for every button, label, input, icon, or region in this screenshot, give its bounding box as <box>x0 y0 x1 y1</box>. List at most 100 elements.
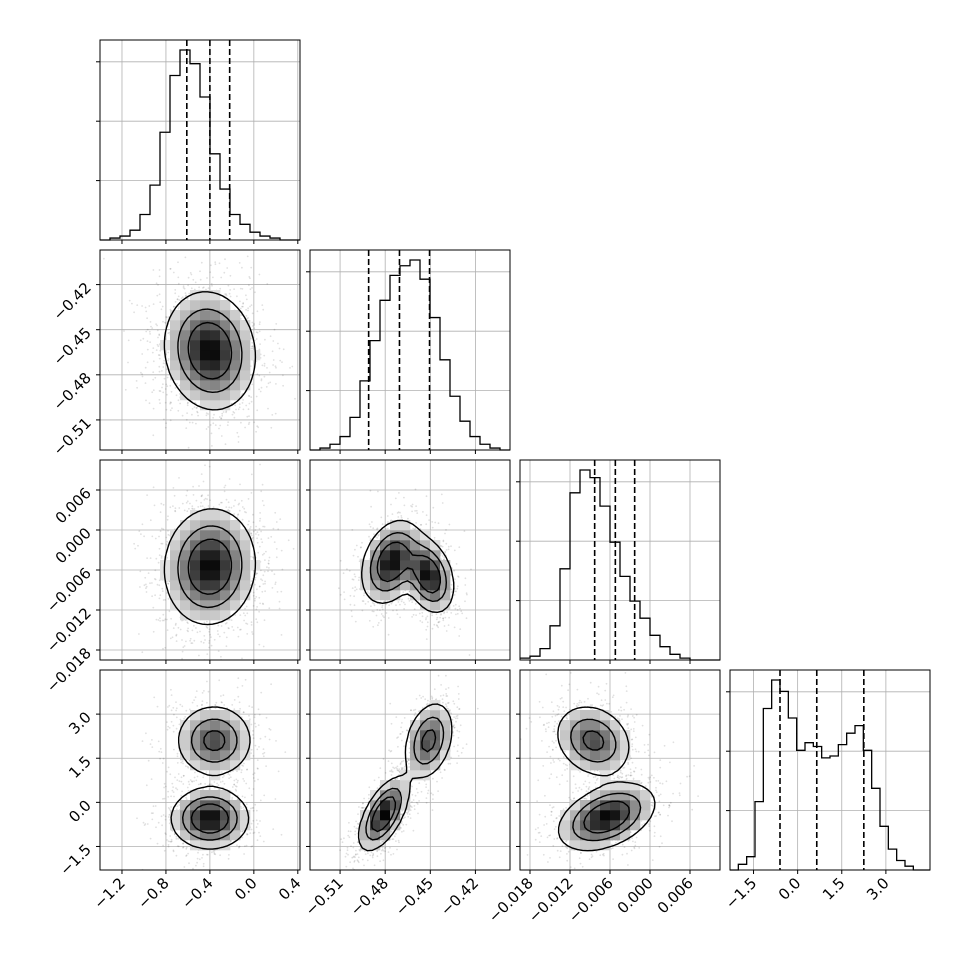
density-cell <box>200 720 211 731</box>
scatter-point <box>167 530 169 532</box>
scatter-point <box>221 412 224 415</box>
scatter-point <box>174 289 177 291</box>
scatter-point <box>252 513 254 516</box>
scatter-point <box>206 498 209 500</box>
scatter-point <box>200 704 203 707</box>
scatter-point <box>160 308 163 311</box>
scatter-point <box>214 853 217 856</box>
scatter-point <box>236 770 238 773</box>
scatter-point <box>164 388 167 390</box>
scatter-point <box>164 646 167 649</box>
scatter-point <box>220 417 223 419</box>
scatter-point <box>165 422 168 425</box>
scatter-point <box>280 833 283 836</box>
scatter-point <box>172 730 175 733</box>
scatter-point <box>199 783 202 785</box>
scatter-point <box>223 704 226 706</box>
scatter-point <box>151 746 154 748</box>
scatter-point <box>265 386 268 388</box>
scatter-point <box>186 404 189 407</box>
density-cell <box>220 350 231 361</box>
scatter-point <box>183 645 186 647</box>
scatter-point <box>246 833 249 836</box>
scatter-point <box>166 518 169 521</box>
scatter-point <box>225 498 228 501</box>
scatter-point <box>169 455 171 457</box>
scatter-point <box>141 523 144 526</box>
scatter-point <box>202 862 205 865</box>
scatter-point <box>154 805 157 807</box>
density-cell <box>170 310 181 321</box>
scatter-point <box>217 663 219 665</box>
scatter-point <box>207 690 210 693</box>
scatter-point <box>250 473 253 476</box>
scatter-point <box>163 797 166 800</box>
scatter-point <box>187 401 189 404</box>
scatter-point <box>166 629 169 631</box>
scatter-point <box>186 786 189 789</box>
scatter-point <box>151 535 154 538</box>
scatter-point <box>190 287 193 290</box>
scatter-point <box>170 665 172 667</box>
scatter-point <box>255 395 258 398</box>
density-cell <box>200 580 211 591</box>
scatter-point <box>249 288 252 291</box>
scatter-point <box>227 284 230 287</box>
scatter-point <box>188 708 191 711</box>
scatter-point <box>247 317 250 319</box>
scatter-point <box>263 504 265 507</box>
scatter-point <box>242 305 244 308</box>
scatter-point <box>241 305 243 308</box>
scatter-point <box>175 808 178 811</box>
scatter-point <box>161 762 164 764</box>
scatter-point <box>145 732 147 735</box>
scatter-point <box>250 266 253 269</box>
scatter-point <box>181 414 184 417</box>
scatter-point <box>255 819 258 822</box>
scatter-point <box>241 266 243 269</box>
scatter-point <box>161 590 164 592</box>
scatter-point <box>165 536 168 539</box>
scatter-point <box>255 525 257 528</box>
scatter-point <box>236 798 239 801</box>
scatter-point <box>257 534 260 536</box>
scatter-point <box>201 857 203 859</box>
scatter-point <box>213 853 216 855</box>
scatter-point <box>256 331 259 334</box>
scatter-point <box>252 755 255 757</box>
scatter-point <box>207 494 210 497</box>
scatter-point <box>228 777 231 780</box>
scatter-point <box>233 513 236 515</box>
scatter-point <box>261 541 264 544</box>
scatter-point <box>214 261 217 264</box>
scatter-point <box>216 630 219 632</box>
scatter-point <box>159 617 161 620</box>
scatter-point <box>280 590 283 593</box>
scatter-point <box>196 410 199 413</box>
scatter-point <box>258 585 261 588</box>
scatter-point <box>249 337 252 340</box>
x-tick-label: 0.0 <box>775 874 805 904</box>
scatter-point <box>237 514 239 516</box>
scatter-point <box>192 278 195 281</box>
scatter-point <box>147 572 150 574</box>
scatter-point <box>214 704 217 707</box>
scatter-point <box>162 503 165 506</box>
scatter-point <box>277 342 279 345</box>
scatter-point <box>210 636 212 638</box>
scatter-point <box>193 624 195 627</box>
scatter-point <box>196 705 199 707</box>
scatter-point <box>221 414 224 417</box>
scatter-point <box>162 366 165 368</box>
density-cell <box>190 320 201 331</box>
density-cell <box>220 810 231 821</box>
scatter-point <box>272 340 275 342</box>
scatter-point <box>207 505 210 507</box>
scatter-point <box>221 501 223 504</box>
scatter-point <box>220 435 223 437</box>
scatter-point <box>153 578 156 580</box>
scatter-point <box>161 305 164 308</box>
scatter-point <box>252 734 254 736</box>
scatter-point <box>177 409 180 412</box>
density-cell <box>170 350 181 361</box>
